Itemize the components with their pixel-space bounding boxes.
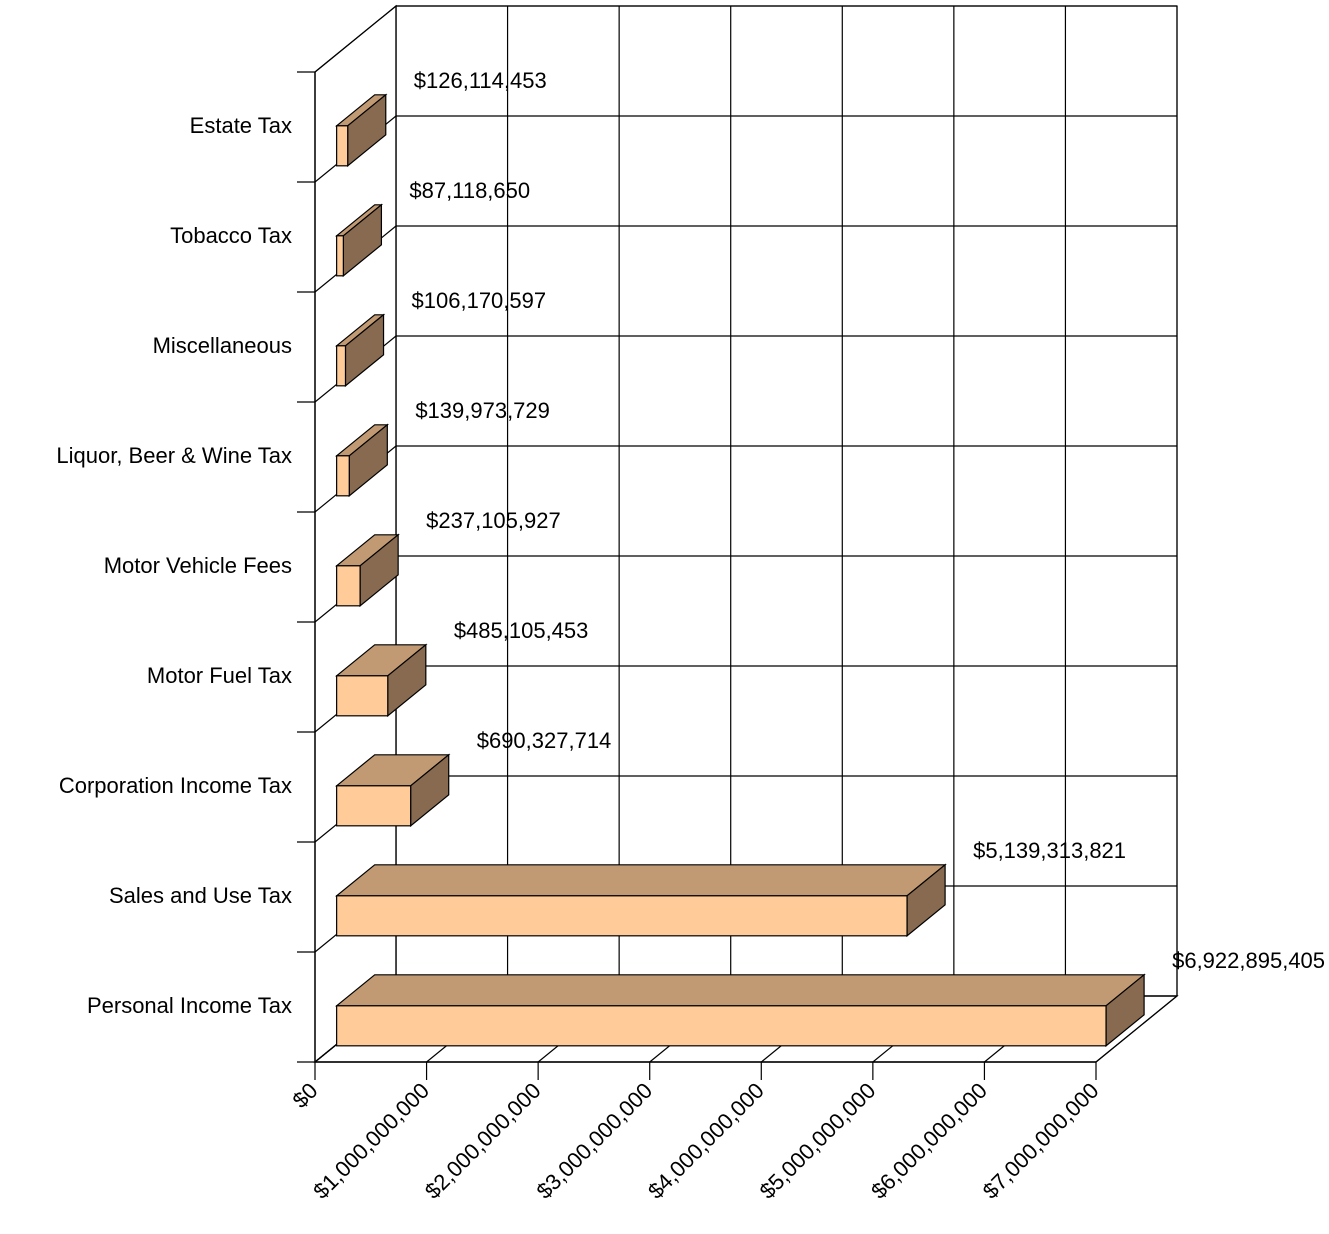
bar-front: [336, 345, 347, 387]
x-tick-label: $6,000,000,000: [866, 1078, 992, 1204]
bars: [334, 93, 1146, 1048]
x-tick-label: $1,000,000,000: [308, 1078, 434, 1204]
value-label: $690,327,714: [477, 728, 612, 753]
bar: [334, 533, 400, 608]
bar: [334, 203, 384, 278]
bar-front: [336, 675, 389, 717]
category-label: Personal Income Tax: [87, 993, 292, 1018]
x-tick-label: $4,000,000,000: [643, 1078, 769, 1204]
bar-front: [336, 125, 349, 167]
x-tick-label: $5,000,000,000: [755, 1078, 881, 1204]
category-label: Liquor, Beer & Wine Tax: [56, 443, 292, 468]
category-label: Corporation Income Tax: [59, 773, 292, 798]
category-label: Motor Fuel Tax: [147, 663, 292, 688]
value-label: $106,170,597: [412, 288, 547, 313]
value-label: $126,114,453: [414, 68, 547, 93]
bar-front: [336, 455, 350, 497]
x-tick-label: $2,000,000,000: [420, 1078, 546, 1204]
bar-front: [336, 565, 361, 607]
category-label: Estate Tax: [190, 113, 292, 138]
bar: [334, 93, 388, 168]
bar-front: [336, 1005, 1107, 1047]
chart-walls: [313, 4, 1179, 1064]
bar-front: [336, 785, 412, 827]
bar-top: [334, 864, 947, 897]
bar-front: [336, 895, 908, 937]
value-label: $5,139,313,821: [973, 838, 1126, 863]
bar: [334, 313, 386, 388]
x-tick-label: $7,000,000,000: [978, 1078, 1104, 1204]
category-label: Motor Vehicle Fees: [104, 553, 292, 578]
wall-gridline: [314, 5, 397, 73]
back-wall: [395, 5, 1178, 997]
category-label: Miscellaneous: [153, 333, 292, 358]
value-label: $87,118,650: [409, 178, 530, 203]
category-label: Tobacco Tax: [170, 223, 292, 248]
category-label: Sales and Use Tax: [109, 883, 292, 908]
value-label: $139,973,729: [415, 398, 550, 423]
value-label: $485,105,453: [454, 618, 589, 643]
bar: [334, 863, 947, 938]
value-label: $6,922,895,405: [1172, 948, 1325, 973]
bar: [334, 423, 390, 498]
bar: [334, 973, 1146, 1048]
axes: [297, 71, 1097, 1080]
bar-top: [334, 974, 1146, 1007]
bar-front: [336, 235, 344, 277]
bar: [334, 643, 428, 718]
value-label: $237,105,927: [426, 508, 561, 533]
bar: [334, 753, 451, 828]
gridlines: [314, 5, 1178, 1063]
floor-gridline: [1095, 995, 1178, 1063]
x-tick-label: $3,000,000,000: [531, 1078, 657, 1204]
x-tick-label: $0: [288, 1078, 323, 1113]
